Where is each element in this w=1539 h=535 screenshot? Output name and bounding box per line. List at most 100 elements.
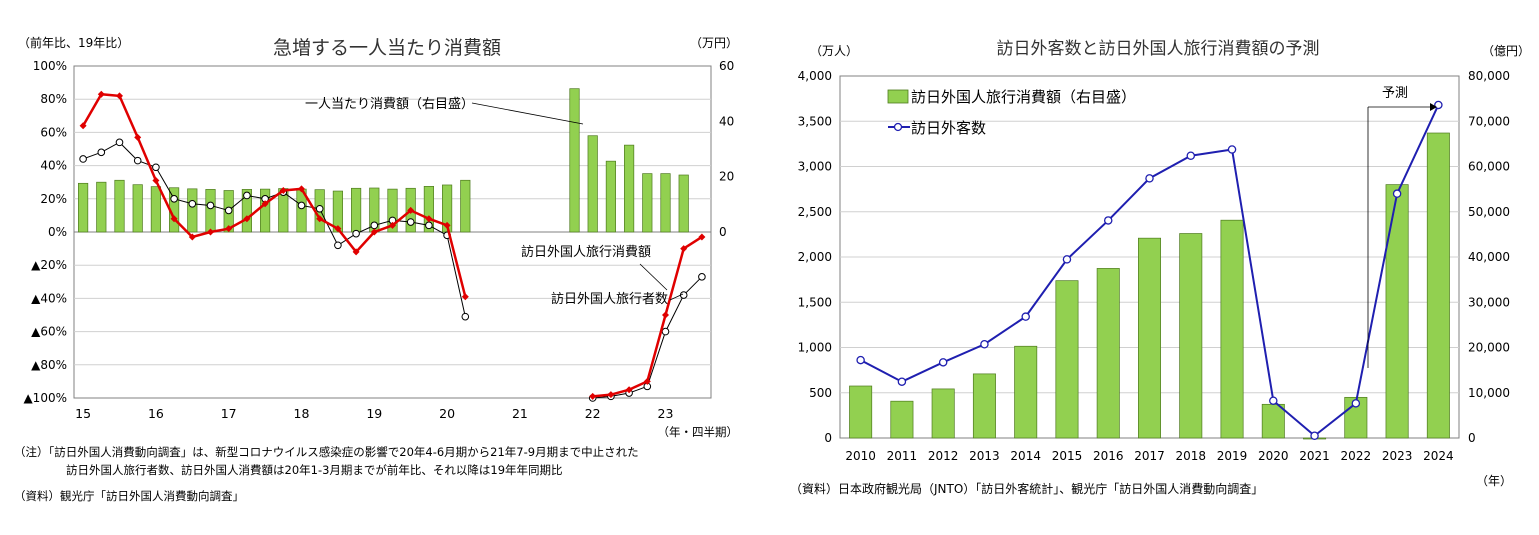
left-y-tick-label: 0% [48, 225, 67, 239]
right-right-y-tick-label: 40,000 [1468, 250, 1510, 264]
right-left-y-tick-label: 3,500 [798, 114, 832, 128]
right-right-y-tick-label: 70,000 [1468, 114, 1510, 128]
right-left-y-tick-label: 1,500 [798, 295, 832, 309]
right-y-tick-label: 20 [719, 170, 734, 184]
left-axis-unit: （前年比、19年比） [18, 35, 129, 50]
visitors-point [352, 229, 360, 238]
visitors-point [698, 273, 706, 281]
spending-point [443, 221, 451, 229]
visitors-point [152, 163, 160, 172]
right-x-tick-label: 2018 [1175, 449, 1206, 463]
spending-point [643, 377, 651, 385]
right-left-axis-unit: （万人） [810, 44, 858, 58]
visitors-point [425, 221, 433, 230]
per-capita-bar [241, 189, 252, 233]
right-x-tick-label: 2022 [1341, 449, 1372, 463]
right-left-y-tick-label: 2,000 [798, 250, 832, 264]
legend-bar-swatch [887, 89, 909, 104]
series-line [82, 141, 466, 317]
spending-point [316, 215, 324, 223]
right-x-tick-label: 2019 [1217, 449, 1248, 463]
per-capita-bar [187, 188, 198, 233]
spending-bar [1385, 184, 1409, 439]
left-x-tick-label: 18 [294, 406, 310, 421]
spending-point [461, 293, 469, 301]
legend-line-marker [893, 122, 903, 132]
visitors-point [243, 191, 251, 200]
left-x-tick-label: 19 [366, 406, 382, 421]
visitors-point [1103, 216, 1113, 225]
visitors-point [79, 155, 87, 163]
visitors-point [938, 358, 948, 367]
right-left-y-tick-label: 500 [809, 386, 832, 400]
spending-point [116, 92, 123, 100]
right-x-tick-label: 2024 [1423, 449, 1454, 463]
left-x-tick-label: 23 [658, 406, 674, 421]
per-capita-leader-line [471, 102, 584, 125]
forecast-arrow-head [1430, 103, 1437, 111]
spending-bar [1220, 219, 1244, 439]
right-axis-unit: （万円） [690, 36, 738, 50]
right-right-y-tick-label: 10,000 [1468, 386, 1510, 400]
spending-bar [1055, 280, 1079, 439]
spending-point [425, 215, 433, 223]
right-x-tick-label: 2017 [1134, 449, 1165, 463]
spending-point [589, 392, 597, 400]
right-x-tick-label: 2012 [928, 449, 959, 463]
series-line [592, 235, 703, 398]
spending-point [370, 228, 378, 236]
visitors-point [334, 241, 342, 250]
spending-point [662, 311, 669, 319]
spending-bar [1014, 345, 1038, 439]
right-x-tick-label: 2014 [1010, 449, 1041, 463]
visitors-point [297, 201, 306, 210]
spending-point [170, 215, 178, 223]
legend-bar-label: 訪日外国人旅行消費額（右目盛） [911, 88, 1136, 106]
right-x-tick-label: 2021 [1299, 449, 1330, 463]
right-x-tick-label: 2023 [1382, 449, 1413, 463]
left-x-unit: （年・四半期） [658, 425, 739, 439]
spending-point [334, 225, 342, 233]
visitors-leader-line [669, 293, 684, 301]
spending-point [225, 225, 233, 233]
left-y-tick-label: ▲80% [31, 358, 67, 372]
spending-annotation: 訪日外国人旅行消費額 [521, 244, 651, 260]
per-capita-bar [351, 187, 362, 233]
left-chart-title: 急増する一人当たり消費額 [273, 37, 501, 59]
right-y-tick-label: 0 [719, 225, 727, 239]
left-x-tick-label: 20 [439, 406, 455, 421]
visitors-point [224, 206, 233, 215]
spending-bar [931, 388, 955, 439]
spending-bar [1138, 237, 1161, 439]
per-capita-bar [150, 186, 161, 233]
per-capita-bar [660, 173, 671, 233]
per-capita-bar [587, 135, 598, 233]
visitors-point [97, 148, 106, 157]
spending-point [389, 221, 396, 229]
visitors-annotation: 訪日外国人旅行者数 [551, 291, 668, 307]
right-left-y-tick-label: 4,000 [798, 69, 832, 83]
visitors-point [406, 218, 415, 226]
spending-bar [1426, 132, 1450, 439]
right-chart-title: 訪日外客数と訪日外国人旅行消費額の予測 [997, 39, 1320, 59]
visitors-point [856, 355, 865, 365]
per-capita-bar [114, 179, 125, 233]
right-right-y-tick-label: 30,000 [1468, 295, 1510, 309]
visitors-point [188, 199, 197, 208]
visitors-point [461, 312, 470, 321]
forecast-label: 予測 [1382, 86, 1408, 101]
left-y-tick-label: 100% [33, 59, 67, 73]
left-y-tick-label: 40% [40, 159, 67, 173]
visitors-point [1227, 145, 1237, 154]
left-source: （資料）観光庁「訪日外国人消費動向調査」 [14, 489, 244, 503]
spending-point [188, 233, 196, 241]
left-x-tick-label: 21 [512, 406, 528, 421]
visitors-point [1021, 312, 1030, 321]
per-capita-annotation: 一人当たり消費額（右目盛） [305, 97, 474, 112]
right-chart-panel: （万人） 訪日外客数と訪日外国人旅行消費額の予測 （億円） 4,000 3,500… [770, 0, 1539, 531]
spending-bar [849, 385, 873, 439]
visitors-point [1145, 174, 1154, 183]
per-capita-bar [624, 144, 635, 233]
per-capita-bar [423, 186, 434, 233]
spending-point [243, 215, 251, 223]
